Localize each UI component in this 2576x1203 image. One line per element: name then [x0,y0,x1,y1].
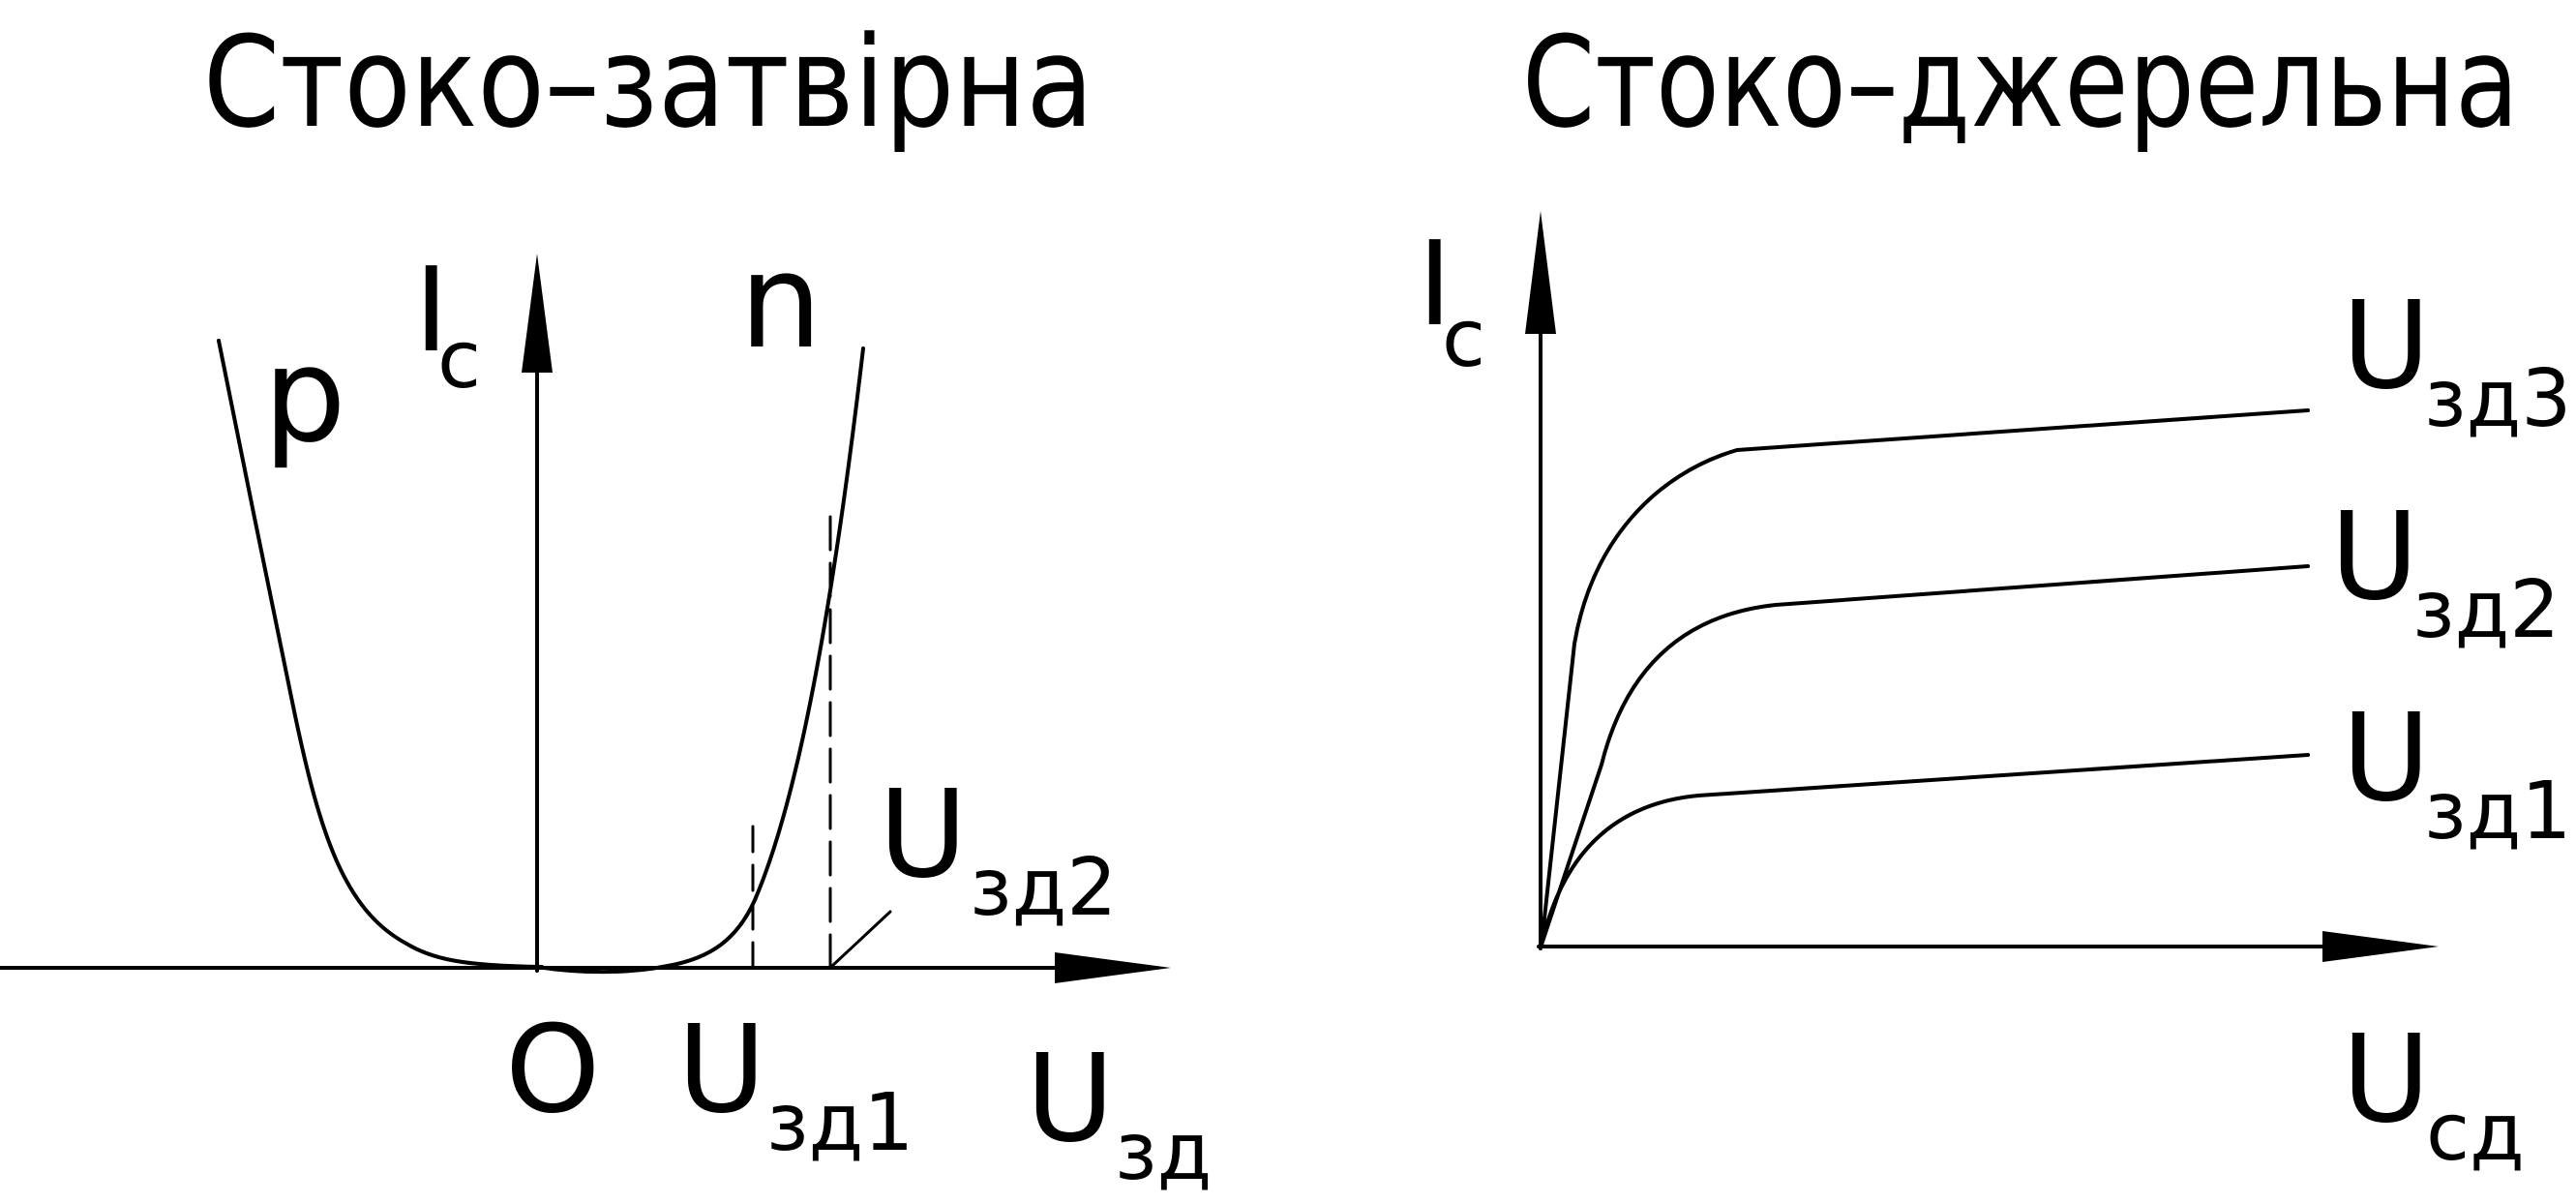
curve-uzd3-label: U [2342,276,2431,416]
left-x-axis-label: U [1026,1029,1115,1169]
curve-uzd1-label-subscript: зд1 [2424,766,2571,857]
n-channel-curve [535,346,865,975]
left-y-axis-arrowhead [522,254,553,373]
right-y-axis-arrowhead [1525,211,1556,334]
left-x-axis-arrowhead [1055,952,1171,983]
output-characteristic-panel: Стоко–джерельна I c U зд3 U зд2 U зд1 U … [1418,9,2571,1179]
threshold-1-label: U [677,1000,766,1140]
curve-uzd3 [1540,408,2310,947]
right-x-axis-label: U [2342,1009,2431,1150]
left-y-axis-label-subscript: c [437,315,481,406]
left-y-axis-label: I [414,244,448,378]
transfer-characteristic-panel: Стоко–затвірна I c p n O U зд1 U зд2 U з… [0,9,1212,1198]
curve-uzd1 [1540,753,2310,947]
left-x-axis-label-subscript: зд [1115,1106,1212,1198]
origin-label: O [505,1000,600,1140]
p-channel-label: p [263,319,346,471]
curve-uzd2 [1540,564,2310,947]
threshold-2-label-subscript: зд2 [970,842,1117,934]
right-x-axis-arrowhead [2322,931,2439,962]
curve-uzd3-label-subscript: зд3 [2424,353,2571,445]
curve-uzd1-label: U [2342,688,2431,828]
right-y-axis-label-subscript: c [1442,293,1485,385]
n-channel-label: n [739,226,823,377]
right-y-axis-label: I [1418,218,1452,352]
threshold-2-label: U [879,765,968,905]
threshold-2-leader-line [830,910,892,968]
p-channel-curve [217,339,544,969]
right-x-axis-label-subscript: сд [2426,1087,2525,1179]
right-panel-title: Стоко–джерельна [1522,9,2519,156]
threshold-1-label-subscript: зд1 [766,1077,914,1169]
left-panel-title: Стоко–затвірна [203,9,1093,156]
curve-uzd2-label: U [2330,487,2419,627]
curve-uzd2-label-subscript: зд2 [2412,564,2560,656]
